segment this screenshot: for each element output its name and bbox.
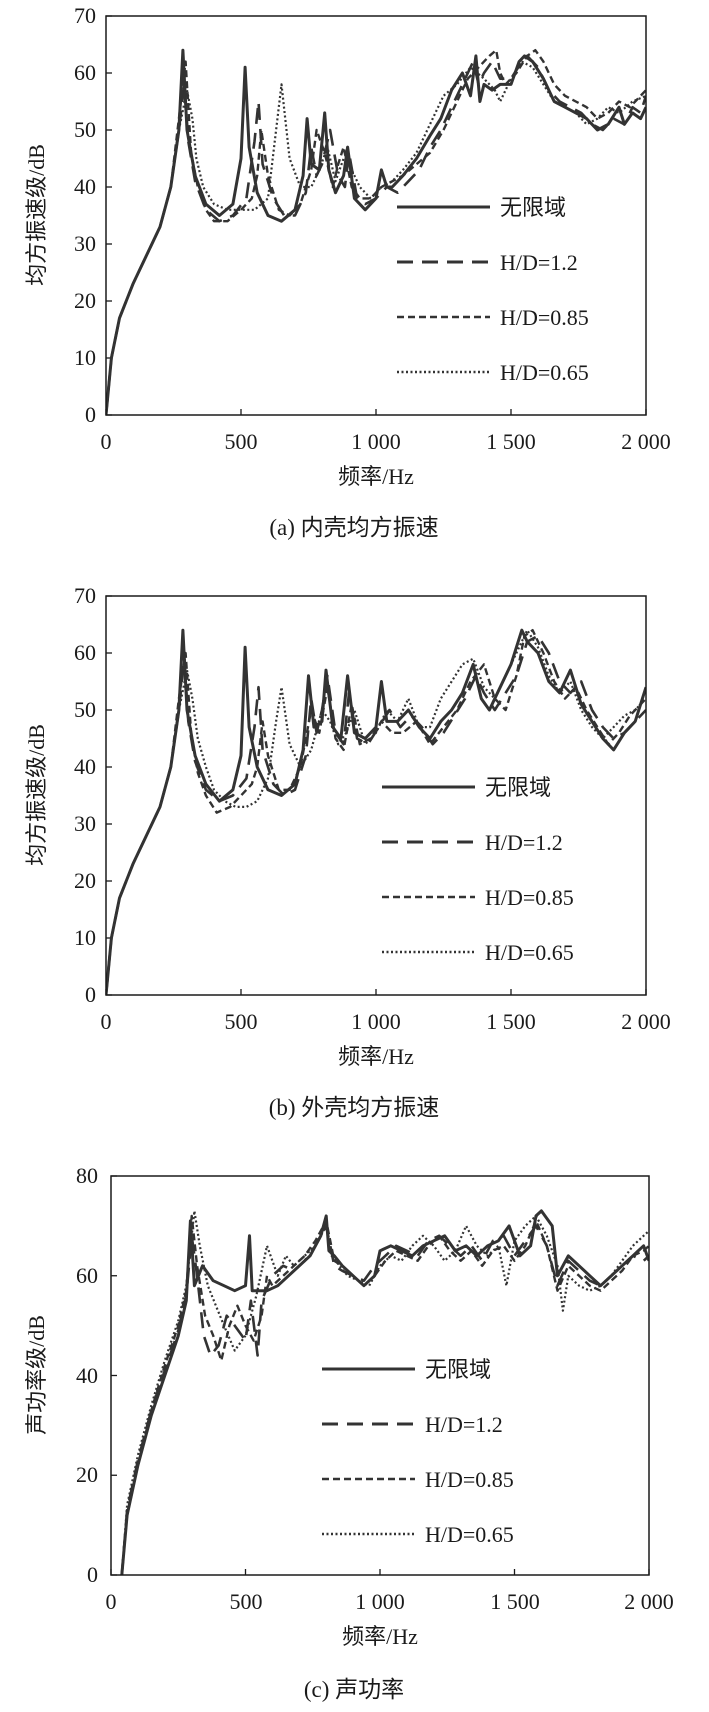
x-tick-label: 2 000 bbox=[621, 1009, 671, 1034]
chart-panel-c: 0 20 40 60 80 0 500 1 000 1 500 2 000 频率… bbox=[24, 1163, 674, 1702]
x-tick-label: 1 500 bbox=[486, 429, 536, 454]
y-tick-label: 70 bbox=[74, 583, 96, 608]
y-tick-label: 0 bbox=[85, 982, 96, 1007]
chart-panel-a: 0 10 20 30 40 50 60 70 0 500 1 000 1 500… bbox=[24, 3, 671, 540]
panel-caption: (c) 声功率 bbox=[304, 1677, 404, 1702]
y-axis-label: 均方振速级/dB bbox=[24, 724, 49, 866]
series-line-h-d-0-85 bbox=[106, 49, 646, 415]
panel-caption: (b) 外壳均方振速 bbox=[269, 1095, 440, 1120]
legend-label: H/D=1.2 bbox=[425, 1412, 503, 1437]
plot-frame bbox=[105, 15, 647, 416]
x-tick-label: 0 bbox=[101, 1009, 112, 1034]
y-tick-label: 30 bbox=[74, 811, 96, 836]
y-tick-label: 10 bbox=[74, 345, 96, 370]
legend-label: H/D=0.65 bbox=[500, 360, 589, 385]
y-tick-label: 80 bbox=[76, 1163, 98, 1188]
legend-label: H/D=0.85 bbox=[485, 885, 574, 910]
x-tick-label: 1 000 bbox=[351, 1009, 401, 1034]
series-line-h-d-0-85 bbox=[120, 1214, 649, 1575]
legend: 无限域 H/D=1.2 H/D=0.85 H/D=0.65 bbox=[322, 1357, 514, 1547]
y-tick-label: 60 bbox=[74, 640, 96, 665]
y-tick-label: 60 bbox=[74, 60, 96, 85]
y-tick-label: 40 bbox=[74, 754, 96, 779]
legend: 无限域 H/D=1.2 H/D=0.85 H/D=0.65 bbox=[397, 195, 589, 385]
series-line-h-d-1-2 bbox=[106, 54, 646, 415]
legend-label: 无限域 bbox=[425, 1357, 491, 1382]
series-line-h-d-1-2 bbox=[120, 1224, 649, 1575]
legend: 无限域 H/D=1.2 H/D=0.85 H/D=0.65 bbox=[382, 775, 574, 965]
y-tick-label: 20 bbox=[76, 1462, 98, 1487]
y-tick-label: 70 bbox=[74, 3, 96, 28]
x-tick-label: 500 bbox=[225, 1009, 258, 1034]
y-tick-label: 50 bbox=[74, 697, 96, 722]
legend-label: H/D=1.2 bbox=[500, 250, 578, 275]
x-axis-label: 频率/Hz bbox=[342, 1624, 418, 1649]
y-tick-label: 0 bbox=[87, 1562, 98, 1587]
legend-label: 无限域 bbox=[485, 775, 551, 800]
y-tick-label: 20 bbox=[74, 868, 96, 893]
y-tick-label: 50 bbox=[74, 117, 96, 142]
plot-frame bbox=[105, 595, 647, 996]
series-line-infinite-domain bbox=[120, 1209, 649, 1575]
y-axis-label: 均方振速级/dB bbox=[24, 144, 49, 286]
y-tick-label: 40 bbox=[76, 1363, 98, 1388]
legend-label: 无限域 bbox=[500, 195, 566, 220]
x-tick-label: 0 bbox=[106, 1589, 117, 1614]
y-tick-label: 40 bbox=[74, 174, 96, 199]
legend-label: H/D=1.2 bbox=[485, 830, 563, 855]
y-tick-label: 20 bbox=[74, 288, 96, 313]
y-tick-label: 60 bbox=[76, 1263, 98, 1288]
legend-label: H/D=0.85 bbox=[425, 1467, 514, 1492]
x-tick-label: 1 000 bbox=[351, 429, 401, 454]
x-tick-label: 1 500 bbox=[486, 1009, 536, 1034]
series-line-infinite-domain bbox=[106, 48, 646, 415]
x-tick-label: 2 000 bbox=[621, 429, 671, 454]
legend-label: H/D=0.85 bbox=[500, 305, 589, 330]
x-tick-label: 500 bbox=[230, 1589, 263, 1614]
x-tick-label: 0 bbox=[101, 429, 112, 454]
panel-caption: (a) 内壳均方振速 bbox=[269, 515, 438, 540]
y-tick-label: 0 bbox=[85, 402, 96, 427]
plot-frame bbox=[110, 1175, 650, 1576]
x-axis-label: 频率/Hz bbox=[338, 1044, 414, 1069]
series-line-h-d-0-65 bbox=[120, 1209, 649, 1575]
y-tick-label: 10 bbox=[74, 925, 96, 950]
x-tick-label: 500 bbox=[225, 429, 258, 454]
y-tick-label: 30 bbox=[74, 231, 96, 256]
x-tick-label: 2 000 bbox=[624, 1589, 674, 1614]
series-line-h-d-1-2 bbox=[106, 634, 646, 995]
legend-label: H/D=0.65 bbox=[425, 1522, 514, 1547]
x-tick-label: 1 000 bbox=[355, 1589, 405, 1614]
series-line-h-d-0-85 bbox=[106, 629, 646, 995]
series-line-h-d-0-65 bbox=[106, 60, 646, 415]
x-axis-label: 频率/Hz bbox=[338, 464, 414, 489]
legend-label: H/D=0.65 bbox=[485, 940, 574, 965]
chart-panel-b: 0 10 20 30 40 50 60 70 0 500 1 000 1 500… bbox=[24, 583, 671, 1120]
y-axis-label: 声功率级/dB bbox=[24, 1315, 49, 1435]
series-line-h-d-0-65 bbox=[106, 629, 646, 995]
x-tick-label: 1 500 bbox=[490, 1589, 540, 1614]
